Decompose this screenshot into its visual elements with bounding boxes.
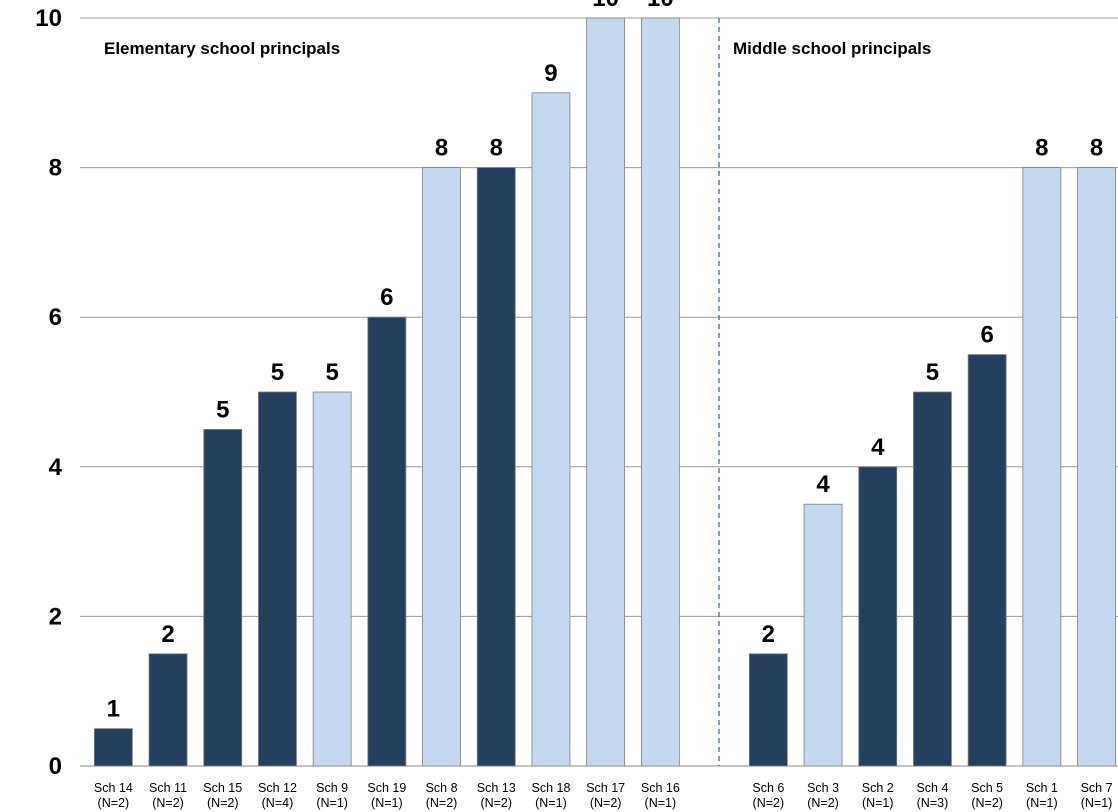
x-category-label: Sch 4	[916, 781, 948, 795]
bar	[312, 391, 352, 767]
data-label: 6	[380, 284, 393, 311]
data-label: 10	[592, 0, 619, 12]
x-category-label: Sch 11	[149, 781, 187, 795]
x-count-label: (N=2)	[426, 796, 458, 810]
x-category-label: Sch 14	[94, 781, 133, 795]
x-count-label: (N=2)	[807, 796, 839, 810]
panel-title-middle: Middle school principals	[733, 39, 931, 58]
x-category-label: Sch 18	[531, 781, 570, 795]
data-label: 10	[647, 0, 674, 12]
x-count-label: (N=2)	[480, 796, 512, 810]
bar	[858, 466, 898, 767]
bar	[367, 316, 407, 767]
data-label: 5	[325, 359, 338, 386]
x-count-label: (N=1)	[862, 796, 894, 810]
data-label: 8	[490, 135, 503, 162]
data-label: 1	[107, 696, 120, 723]
bar	[531, 92, 571, 767]
x-count-label: (N=2)	[207, 796, 239, 810]
y-tick-label: 4	[49, 454, 63, 481]
x-count-label: (N=1)	[1026, 796, 1058, 810]
x-category-label: Sch 15	[203, 781, 242, 795]
data-label: 2	[762, 621, 775, 648]
bar	[422, 167, 461, 767]
bar	[586, 17, 626, 767]
data-label: 6	[980, 322, 993, 349]
x-category-label: Sch 13	[477, 781, 516, 795]
x-count-label: (N=1)	[371, 796, 403, 810]
x-category-label: Sch 6	[752, 781, 784, 795]
data-label: 5	[216, 396, 229, 423]
y-tick-label: 8	[49, 155, 62, 182]
bar	[476, 167, 516, 767]
y-axis-ticks: 0 2 4 6 8 10	[35, 5, 62, 780]
x-count-label: (N=2)	[753, 796, 785, 810]
data-label: 9	[544, 60, 557, 87]
x-category-label: Sch 3	[807, 781, 839, 795]
data-label: 8	[435, 135, 448, 162]
data-label: 4	[816, 471, 830, 498]
data-label: 5	[926, 359, 939, 386]
data-label: 4	[871, 434, 885, 461]
x-category-label: Sch 9	[316, 781, 348, 795]
x-count-label: (N=2)	[152, 796, 184, 810]
x-axis-labels: Sch 14(N=2)Sch 11(N=2)Sch 15(N=2)Sch 12(…	[94, 781, 1113, 810]
bar	[748, 653, 788, 767]
bar	[258, 391, 297, 767]
x-count-label: (N=1)	[1081, 796, 1113, 810]
x-category-label: Sch 5	[971, 781, 1003, 795]
bar	[967, 354, 1007, 767]
data-labels: 1 2 5 5 5 6 8 8 9 10 10 2 4 4 5 6 8 8	[107, 0, 1104, 723]
panel-title-elementary: Elementary school principals	[104, 39, 340, 58]
x-category-label: Sch 17	[586, 781, 625, 795]
bar	[1077, 167, 1116, 767]
bar	[93, 728, 133, 767]
bar	[640, 17, 680, 767]
bar	[1022, 167, 1062, 767]
x-category-label: Sch 1	[1026, 781, 1058, 795]
x-category-label: Sch 16	[641, 781, 680, 795]
data-label: 8	[1035, 135, 1048, 162]
x-count-label: (N=2)	[590, 796, 622, 810]
x-count-label: (N=3)	[917, 796, 949, 810]
x-count-label: (N=1)	[316, 796, 348, 810]
x-count-label: (N=2)	[98, 796, 130, 810]
x-category-label: Sch 12	[258, 781, 297, 795]
bars	[93, 17, 1116, 767]
bar	[148, 653, 188, 767]
x-category-label: Sch 2	[862, 781, 894, 795]
data-label: 8	[1090, 135, 1103, 162]
y-tick-label: 10	[35, 5, 62, 32]
x-category-label: Sch 19	[367, 781, 406, 795]
bar	[203, 428, 243, 767]
x-count-label: (N=1)	[535, 796, 567, 810]
data-label: 5	[271, 359, 284, 386]
bar	[803, 503, 843, 767]
x-count-label: (N=2)	[971, 796, 1003, 810]
x-category-label: Sch 8	[426, 781, 458, 795]
y-tick-label: 6	[49, 304, 62, 331]
bar	[913, 391, 952, 767]
x-category-label: Sch 7	[1081, 781, 1113, 795]
x-count-label: (N=1)	[645, 796, 677, 810]
x-count-label: (N=4)	[262, 796, 294, 810]
y-tick-label: 0	[49, 753, 62, 780]
data-label: 2	[161, 621, 174, 648]
y-tick-label: 2	[49, 603, 62, 630]
